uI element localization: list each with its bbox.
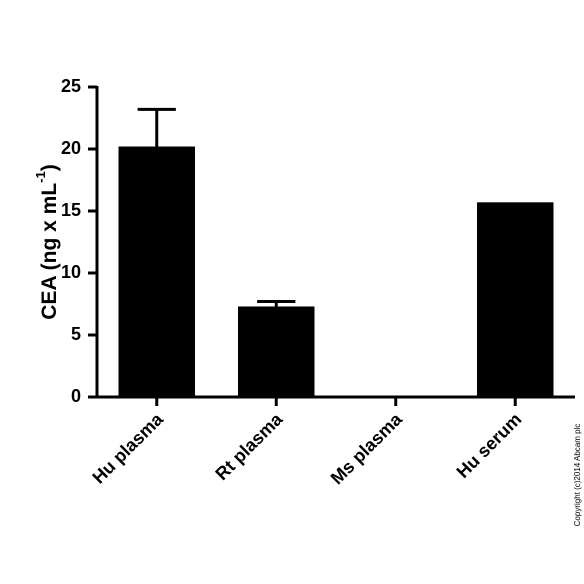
x-tick-label: Hu serum — [453, 409, 526, 482]
bar — [477, 202, 554, 397]
y-tick-label: 15 — [61, 200, 81, 220]
y-tick-label: 0 — [71, 386, 81, 406]
error-bar — [137, 107, 176, 147]
y-tick-label: 25 — [61, 76, 81, 96]
y-axis-label-sup: -1 — [33, 171, 48, 183]
y-axis-label-main: CEA (ng x mL — [38, 183, 61, 320]
bar — [238, 306, 315, 397]
bar — [118, 146, 195, 397]
y-axis-label-end: ) — [38, 164, 61, 171]
y-tick-label: 20 — [61, 138, 81, 158]
error-bar — [257, 300, 296, 307]
x-tick-label: Hu plasma — [88, 408, 167, 487]
x-tick-label: Rt plasma — [211, 408, 287, 484]
y-axis-label: CEA (ng x mL-1) — [33, 164, 60, 319]
copyright: Copyright (c)2014 Abcam plc — [573, 424, 582, 527]
x-tick-label: Ms plasma — [327, 408, 407, 488]
y-tick-label: 5 — [71, 324, 81, 344]
y-tick-label: 10 — [61, 262, 81, 282]
